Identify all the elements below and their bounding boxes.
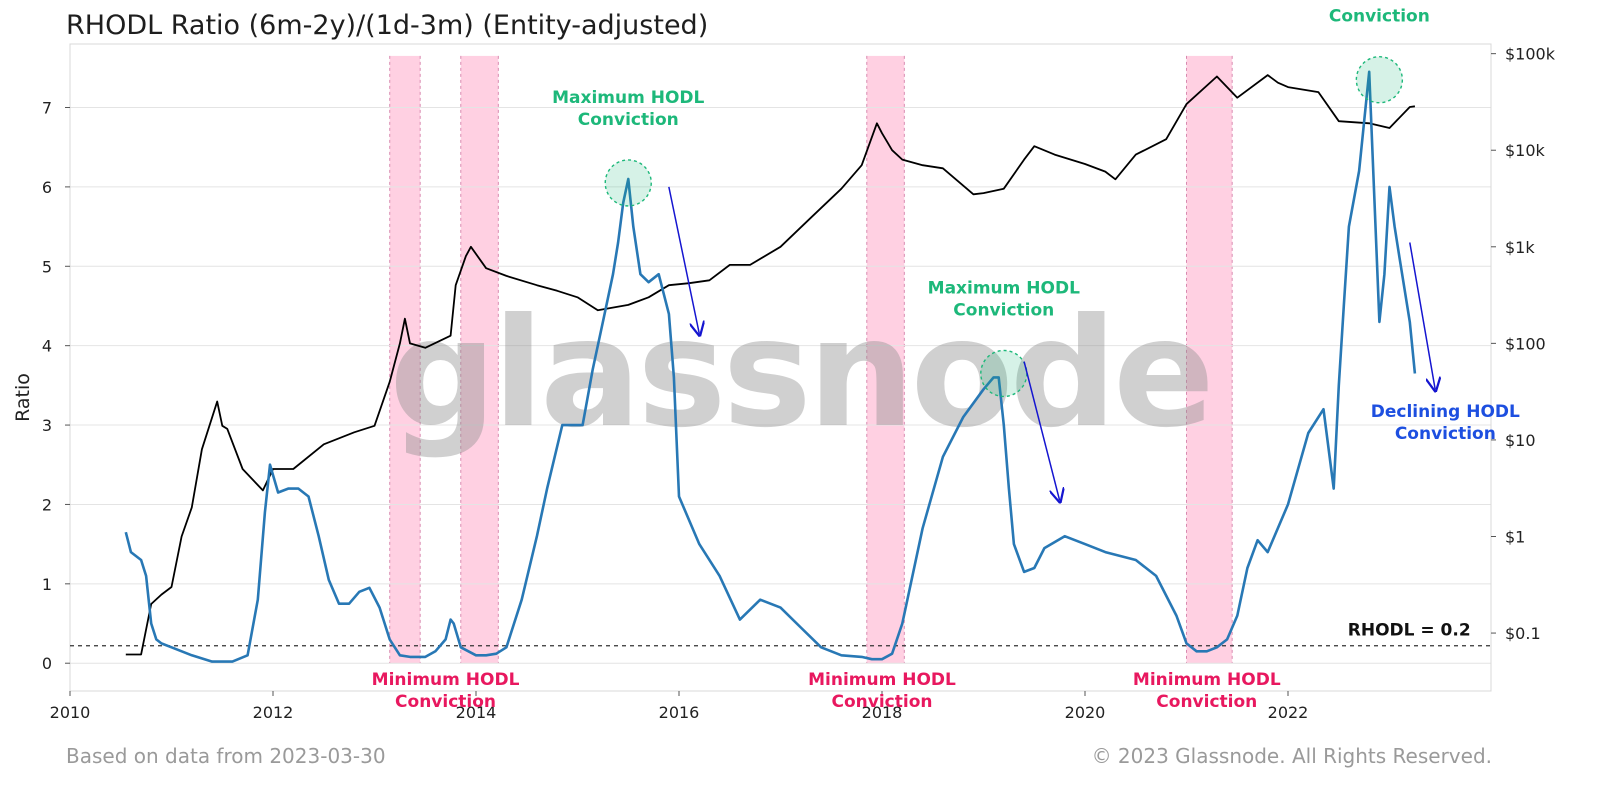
footer-copyright: © 2023 Glassnode. All Rights Reserved. — [1092, 744, 1492, 768]
max-conviction-marker — [980, 349, 1028, 398]
rhodl-series-line — [124, 70, 1417, 663]
y-tick-label: 1 — [42, 575, 52, 594]
max-conviction-markers — [604, 56, 1404, 398]
max-conviction-marker — [1355, 56, 1404, 104]
y-tick-label: 6 — [42, 178, 52, 197]
x-tick-label: 2012 — [253, 703, 294, 722]
annotation-max-text: Conviction — [953, 300, 1054, 320]
y2-tick-label: $0.1 — [1505, 624, 1541, 643]
y-tick-label: 7 — [42, 99, 52, 118]
plot-frame — [69, 43, 1492, 692]
decline-arrows — [668, 186, 1435, 501]
annotation-min-text: Minimum HODL — [1133, 670, 1281, 690]
y-tick-label: 0 — [42, 654, 52, 673]
decline-arrow — [1409, 242, 1435, 389]
y2-tick-label: $1 — [1505, 527, 1525, 546]
y-tick-label: 5 — [42, 257, 52, 276]
gridlines — [70, 107, 1491, 664]
x-tick-label: 2018 — [862, 703, 903, 722]
x-tick-label: 2014 — [456, 703, 497, 722]
annotation-max-text: Maximum HODL — [1303, 0, 1455, 5]
y2-axis-ticks: $100k $10k $1k $100 $10 $1 $0.1 — [1491, 45, 1556, 643]
x-tick-label: 2022 — [1268, 703, 1309, 722]
annotation-min-text: Conviction — [1156, 692, 1257, 712]
y-tick-label: 4 — [42, 337, 52, 356]
band-fill — [866, 55, 905, 664]
decline-arrow — [1023, 361, 1060, 501]
y-tick-label: 3 — [42, 416, 52, 435]
reference-line-label: RHODL = 0.2 — [1348, 621, 1471, 641]
annotation-min-text: Minimum HODL — [372, 670, 520, 690]
band-3 — [866, 55, 905, 664]
annotation-min-text: Minimum HODL — [808, 670, 956, 690]
chart-title: RHODL Ratio (6m-2y)/(1d-3m) (Entity-adju… — [66, 10, 708, 41]
annotation-declining-text: Declining HODL — [1371, 402, 1520, 422]
annotation-declining-text: Conviction — [1395, 424, 1496, 444]
y2-tick-label: $100 — [1505, 334, 1546, 353]
y-axis-ticks: 0 1 2 3 4 5 6 7 — [42, 99, 70, 673]
y2-tick-label: $10 — [1505, 431, 1536, 450]
band-2 — [460, 55, 499, 664]
x-axis-ticks: 2010 2012 2014 2016 2018 2020 2022 — [50, 691, 1309, 722]
annotation-max-text: Conviction — [578, 110, 679, 130]
band-4 — [1186, 55, 1233, 664]
footer-source: Based on data from 2023-03-30 — [66, 744, 386, 768]
minimum-conviction-bands — [389, 55, 1233, 664]
y-tick-label: 2 — [42, 495, 52, 514]
y2-tick-label: $1k — [1505, 238, 1535, 257]
annotation-max-text: Maximum HODL — [552, 88, 704, 108]
y2-tick-label: $100k — [1505, 45, 1556, 64]
annotation-max-text: Conviction — [1329, 7, 1430, 27]
max-conviction-marker — [604, 159, 652, 207]
x-tick-label: 2010 — [50, 703, 91, 722]
annotation-min-text: Conviction — [395, 692, 496, 712]
band-fill — [1186, 55, 1233, 664]
x-tick-label: 2016 — [659, 703, 700, 722]
band-fill — [460, 55, 499, 664]
y-axis-label: Ratio — [12, 373, 34, 422]
annotation-min-text: Conviction — [832, 692, 933, 712]
decline-arrow — [668, 186, 699, 334]
y2-tick-label: $10k — [1505, 141, 1546, 160]
annotation-max-text: Maximum HODL — [928, 278, 1080, 298]
watermark: glassnode — [389, 287, 1211, 461]
x-tick-label: 2020 — [1065, 703, 1106, 722]
